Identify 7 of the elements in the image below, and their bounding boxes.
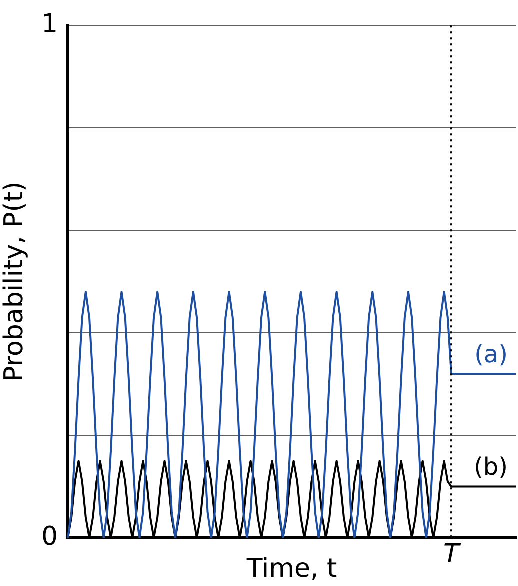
- x-tick-label: T: [444, 539, 462, 570]
- series-label: (a): [474, 340, 508, 368]
- y-axis-title: Probability, P(t): [0, 182, 30, 382]
- y-tick-label: 1: [41, 9, 58, 40]
- x-axis-title: Time, t: [246, 554, 338, 584]
- series-label: (b): [474, 452, 508, 481]
- y-tick-label: 0: [41, 522, 58, 552]
